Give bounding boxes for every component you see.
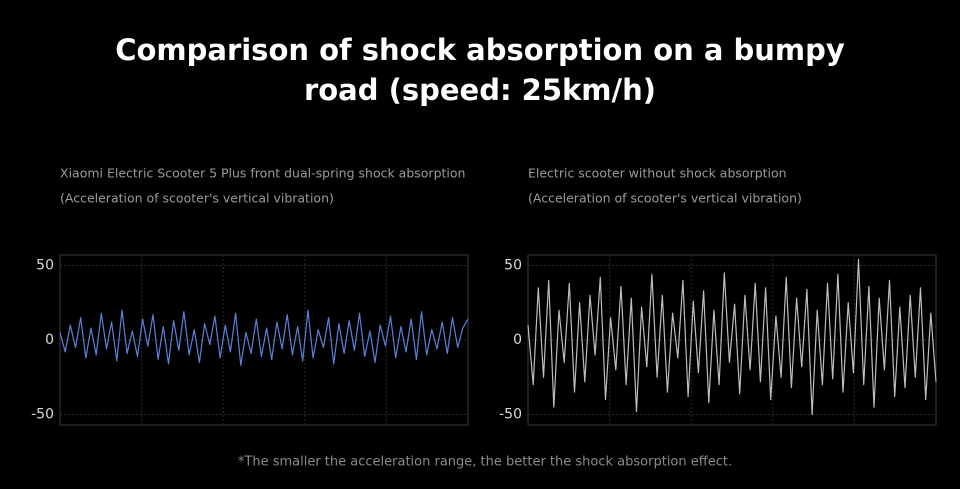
- data-line: [527, 258, 937, 416]
- y-tick-label: 50: [36, 257, 54, 273]
- footnote: *The smaller the acceleration range, the…: [238, 455, 732, 470]
- y-tick-label: 0: [513, 332, 522, 348]
- chart-title: Electric scooter without shock absorptio…: [528, 166, 787, 181]
- data-line: [59, 309, 469, 366]
- chart-subtitle: (Acceleration of scooter's vertical vibr…: [60, 191, 334, 206]
- chart-title: Xiaomi Electric Scooter 5 Plus front dua…: [60, 166, 465, 181]
- y-tick-label: 50: [504, 257, 522, 273]
- y-tick-label: -50: [499, 407, 522, 423]
- y-tick-label: -50: [31, 407, 54, 423]
- page-title: Comparison of shock absorption on a bump…: [115, 33, 845, 107]
- y-tick-label: 0: [45, 332, 54, 348]
- chart-subtitle: (Acceleration of scooter's vertical vibr…: [528, 191, 802, 206]
